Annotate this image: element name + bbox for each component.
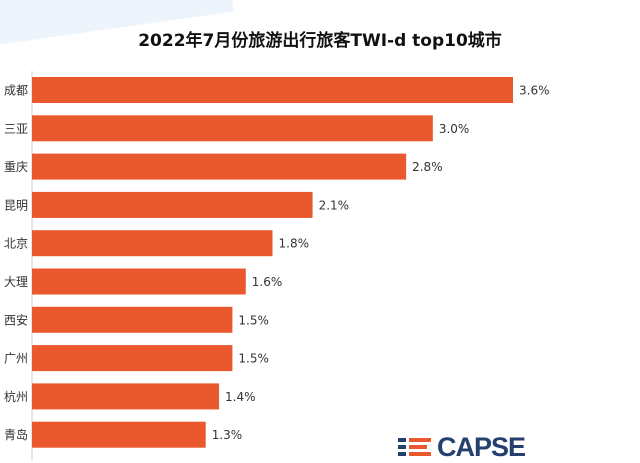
chart-title: 2022年7月份旅游出行旅客TWI-d top10城市 bbox=[138, 31, 502, 51]
category-label: 昆明 bbox=[4, 198, 28, 212]
category-label: 北京 bbox=[4, 237, 28, 251]
bar bbox=[32, 191, 313, 218]
category-label: 广州 bbox=[4, 352, 28, 366]
capse-logo: CAPSE bbox=[398, 431, 526, 462]
value-label: 1.3% bbox=[212, 428, 243, 442]
bar bbox=[32, 115, 433, 142]
bar bbox=[32, 230, 273, 257]
value-label: 2.8% bbox=[412, 160, 443, 174]
value-label: 1.5% bbox=[238, 313, 269, 327]
category-label: 杭州 bbox=[4, 389, 28, 404]
category-label: 西安 bbox=[4, 312, 28, 327]
bar bbox=[32, 345, 233, 372]
bar bbox=[32, 77, 513, 103]
bar bbox=[32, 421, 206, 448]
category-label: 三亚 bbox=[4, 122, 28, 136]
value-label: 1.6% bbox=[252, 275, 283, 289]
category-label: 成都 bbox=[4, 84, 28, 98]
value-label: 3.0% bbox=[439, 122, 470, 136]
logo-mark-icon bbox=[398, 438, 431, 456]
logo-text: CAPSE bbox=[437, 431, 526, 462]
value-label: 1.4% bbox=[225, 390, 256, 404]
bar bbox=[32, 383, 220, 410]
bar bbox=[32, 153, 407, 180]
value-label: 1.8% bbox=[279, 237, 310, 251]
value-label: 2.1% bbox=[319, 198, 350, 212]
category-label: 重庆 bbox=[4, 160, 28, 174]
bar bbox=[32, 306, 233, 333]
value-label: 3.6% bbox=[519, 84, 550, 98]
value-label: 1.5% bbox=[238, 352, 269, 366]
bar bbox=[32, 268, 246, 295]
category-label: 青岛 bbox=[4, 427, 28, 442]
category-label: 大理 bbox=[4, 275, 28, 289]
